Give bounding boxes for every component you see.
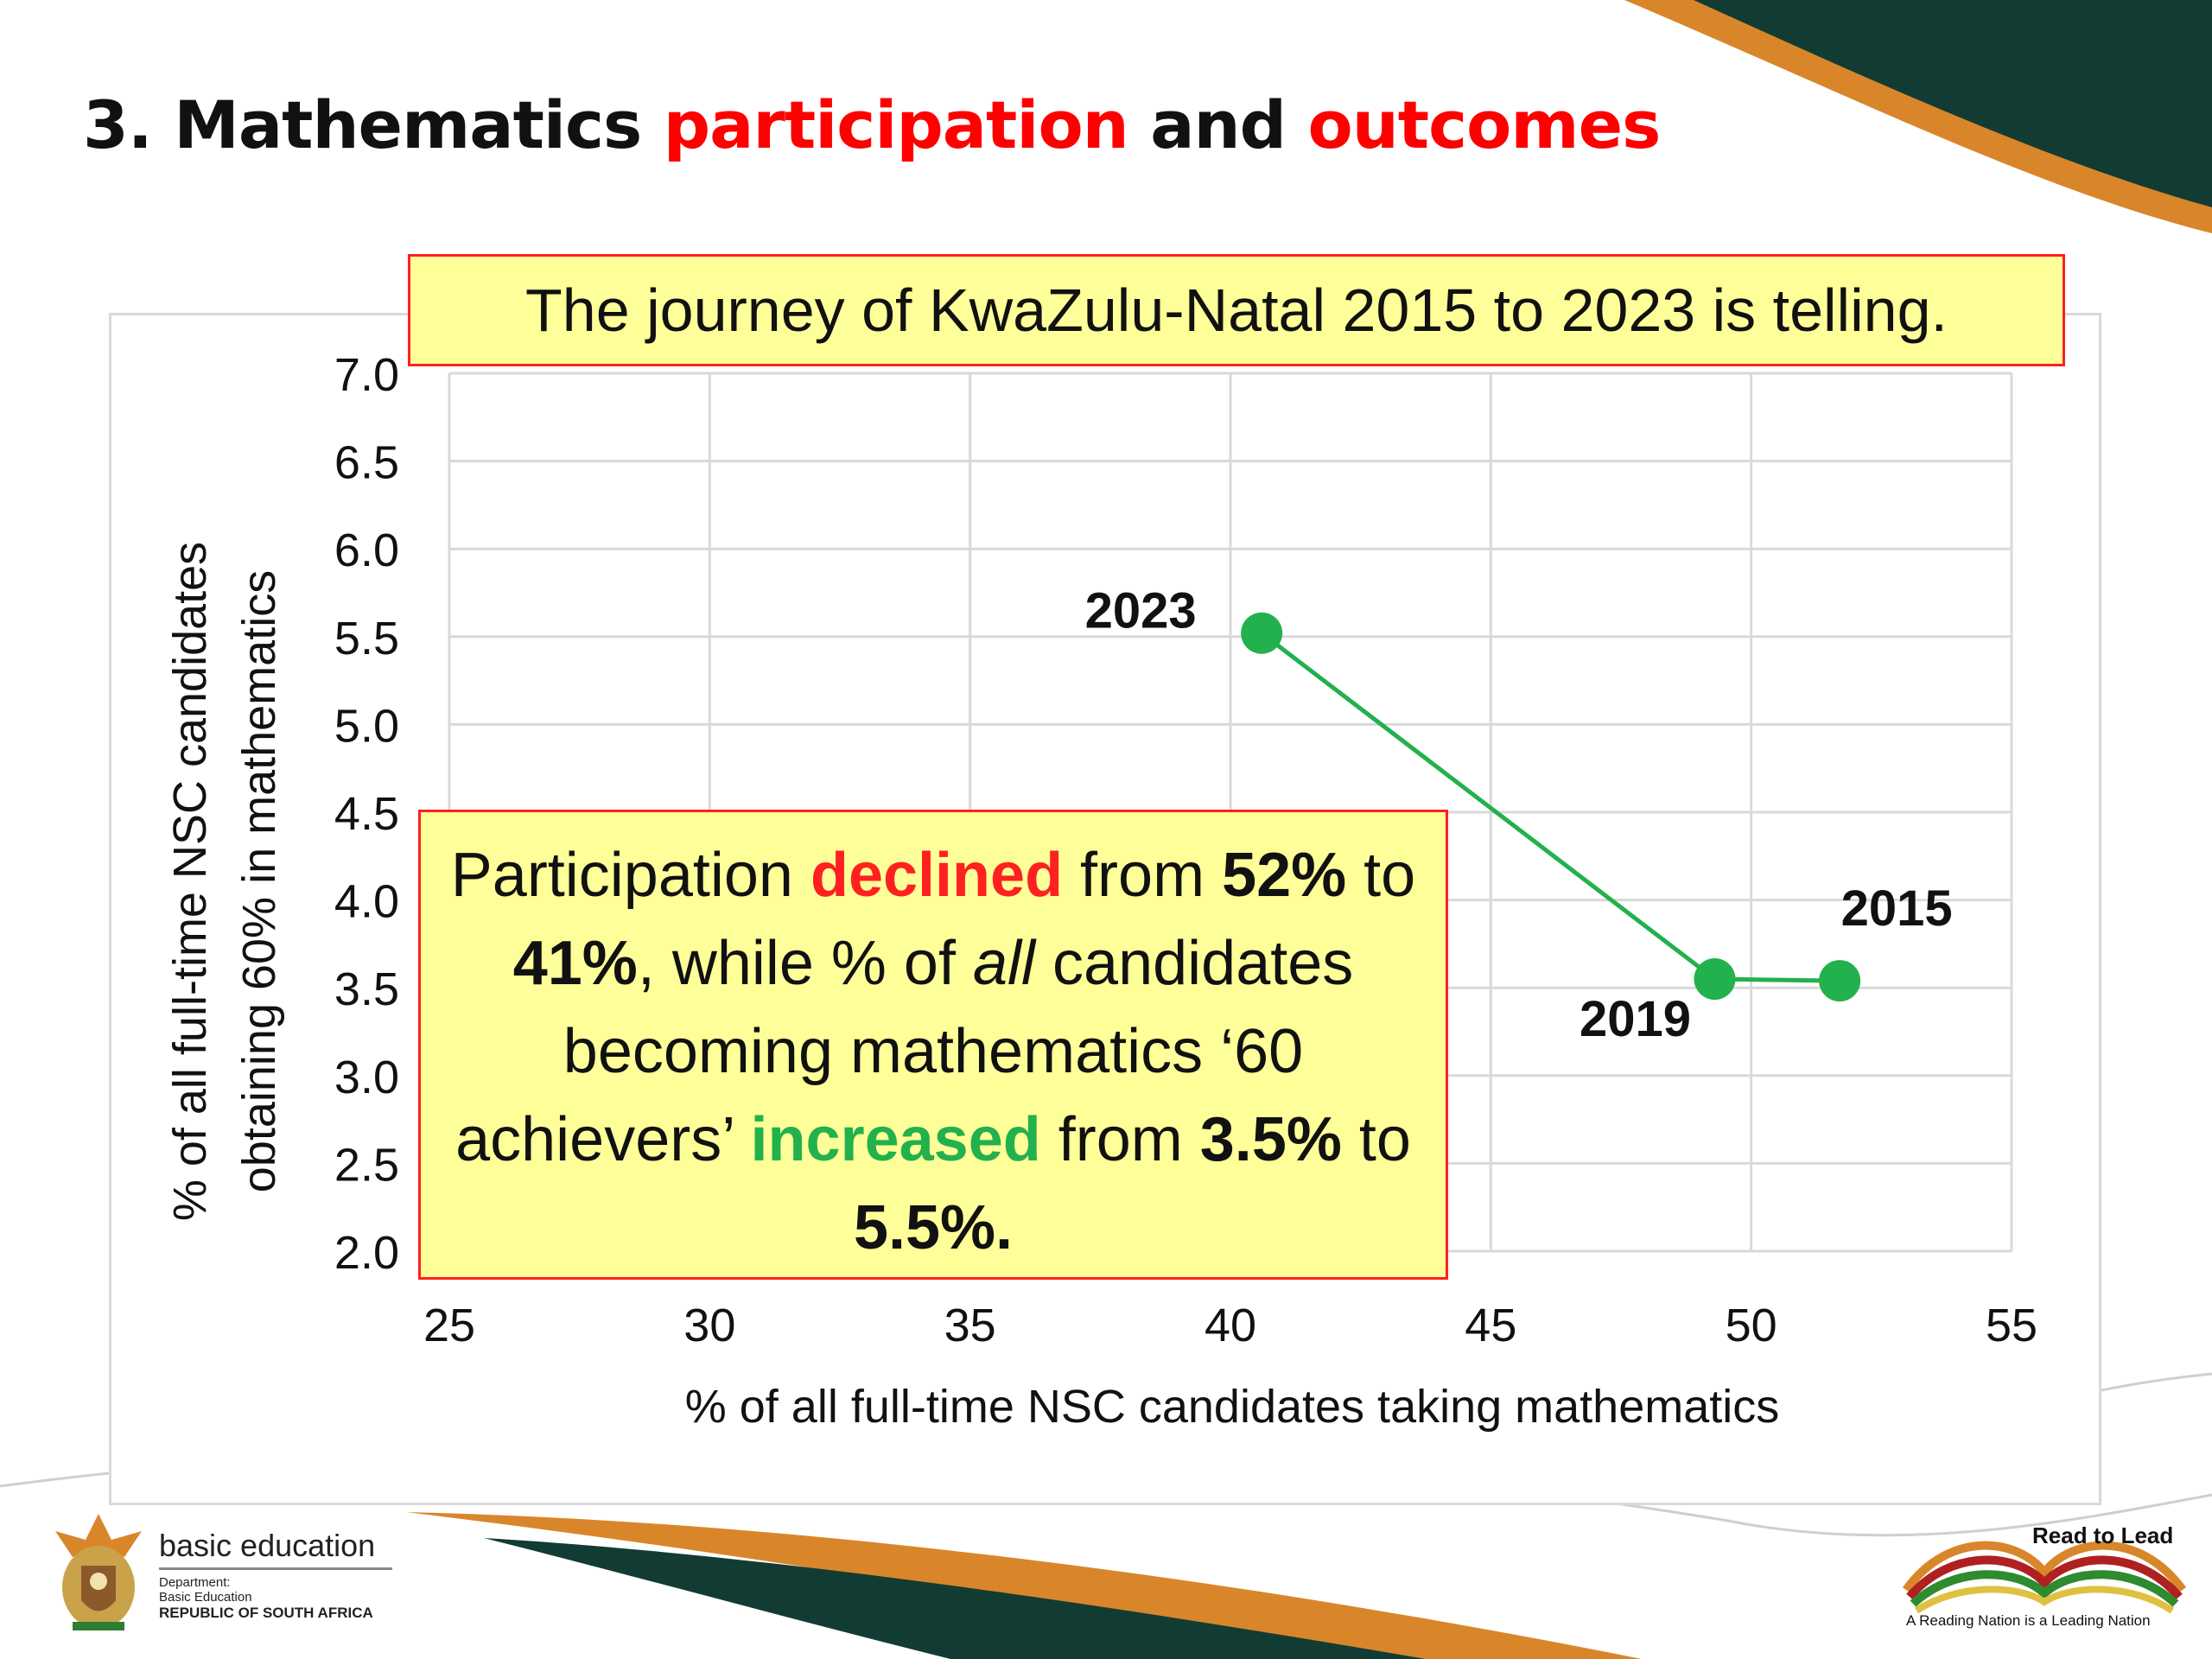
summary-callout: Participation declined from 52% to 41%, … xyxy=(418,810,1448,1280)
y-tick-label: 5.5 xyxy=(334,613,399,664)
logo-department-name: Basic Education xyxy=(159,1590,252,1605)
y-tick-label: 5.0 xyxy=(334,700,399,752)
summary-value-52: 52% xyxy=(1222,841,1347,910)
data-point-2015 xyxy=(1819,960,1861,1002)
summary-text: to xyxy=(1346,841,1416,910)
headline-callout: The journey of KwaZulu-Natal 2015 to 202… xyxy=(408,254,2065,366)
x-tick-labels: 25 30 35 40 45 50 55 xyxy=(423,1300,2037,1351)
data-label-2023: 2023 xyxy=(1085,583,1197,639)
x-axis-label: % of all full-time NSC candidates taking… xyxy=(685,1381,1780,1433)
summary-text: Participation xyxy=(450,841,810,910)
y-axis-label-line1: % of all full-time NSC candidates xyxy=(164,542,216,1221)
y-tick-label: 3.0 xyxy=(334,1052,399,1103)
department-logo-text: basic education Department: Basic Educat… xyxy=(159,1528,392,1622)
x-tick-label: 25 xyxy=(423,1300,475,1351)
logo-name: basic education xyxy=(159,1528,392,1570)
logo-department: Department: xyxy=(159,1575,231,1590)
summary-value-41: 41% xyxy=(512,929,638,998)
x-tick-label: 50 xyxy=(1726,1300,1777,1351)
y-tick-label: 7.0 xyxy=(334,349,399,401)
title-prefix: 3. Mathematics xyxy=(83,86,664,163)
data-point-2023 xyxy=(1241,612,1283,654)
data-point-2019 xyxy=(1694,958,1736,1001)
x-tick-label: 40 xyxy=(1205,1300,1256,1351)
x-tick-label: 55 xyxy=(1986,1300,2037,1351)
summary-declined: declined xyxy=(810,841,1064,910)
coat-of-arms-icon xyxy=(55,1514,142,1630)
x-tick-label: 35 xyxy=(944,1300,996,1351)
summary-increased: increased xyxy=(750,1105,1041,1174)
y-tick-labels: 2.0 2.5 3.0 3.5 4.0 4.5 5.0 5.5 6.0 6.5 7.0 xyxy=(334,349,399,1279)
read-to-lead-title: Read to Lead xyxy=(2032,1522,2174,1548)
y-tick-label: 2.5 xyxy=(334,1139,399,1191)
title-and: and xyxy=(1128,86,1308,163)
y-tick-label: 6.0 xyxy=(334,524,399,576)
title-outcomes: outcomes xyxy=(1307,86,1661,163)
summary-text: from xyxy=(1063,841,1223,910)
title-participation: participation xyxy=(663,86,1129,163)
summary-text: candidates becoming mathematics ‘60 achi… xyxy=(455,929,1354,1174)
summary-text: to xyxy=(1341,1105,1411,1174)
summary-all: all xyxy=(972,929,1036,998)
data-label-2019: 2019 xyxy=(1580,991,1691,1047)
summary-text: from xyxy=(1040,1105,1200,1174)
y-tick-label: 4.5 xyxy=(334,788,399,840)
summary-value-5-5: 5.5%. xyxy=(853,1193,1014,1262)
summary-text: , while % of xyxy=(637,929,973,998)
x-tick-label: 30 xyxy=(683,1300,735,1351)
data-label-2015: 2015 xyxy=(1841,880,1953,937)
x-tick-label: 45 xyxy=(1465,1300,1516,1351)
chart-series: 2023 2019 2015 xyxy=(1085,583,1953,1047)
open-book-icon xyxy=(1902,1541,2187,1614)
y-tick-label: 3.5 xyxy=(334,963,399,1015)
summary-value-3-5: 3.5% xyxy=(1199,1105,1342,1174)
y-tick-label: 6.5 xyxy=(334,437,399,489)
read-to-lead-tagline: A Reading Nation is a Leading Nation xyxy=(1906,1612,2151,1629)
y-tick-label: 4.0 xyxy=(334,876,399,928)
y-tick-label: 2.0 xyxy=(334,1227,399,1279)
y-axis-label-line2: obtaining 60% in mathematics xyxy=(233,570,285,1192)
slide-title: 3. Mathematics participation and outcome… xyxy=(83,86,1661,163)
logo-country: REPUBLIC OF SOUTH AFRICA xyxy=(159,1605,373,1621)
